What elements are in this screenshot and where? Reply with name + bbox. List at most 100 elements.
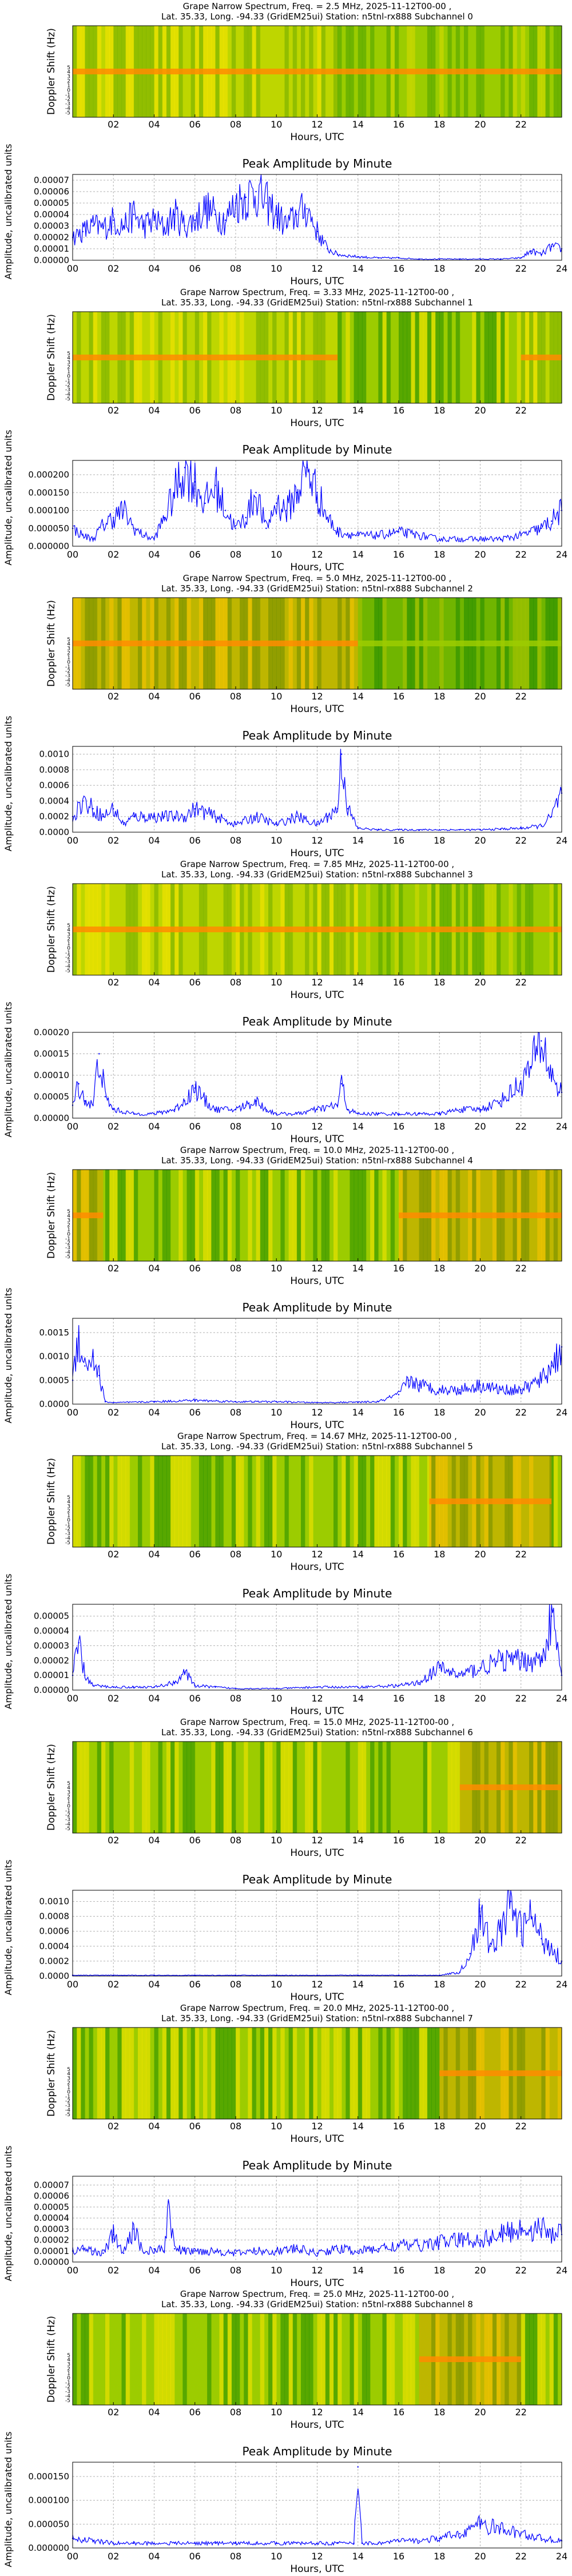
spectrogram-xtick-label: 06: [189, 2407, 201, 2418]
amplitude-data-point: [153, 1686, 155, 1688]
amplitude-xtick-label: 16: [393, 2551, 404, 2562]
amplitude-ylabel: Amplitude, uncalibrated units: [3, 2431, 14, 2567]
spectrogram-ytick-label: 4: [67, 70, 70, 75]
amplitude-data-point: [214, 484, 216, 486]
spectrogram-column: [296, 1170, 301, 1261]
amplitude-data-point: [235, 824, 237, 825]
spectrogram-xtick-label: 08: [230, 405, 241, 416]
amplitude-xtick-label: 20: [474, 2551, 486, 2562]
spectrogram-column: [455, 312, 460, 403]
spectrogram-column: [85, 2028, 90, 2119]
amplitude-data-point: [418, 1384, 420, 1386]
amplitude-xtick-label: 18: [434, 1407, 445, 1418]
amplitude-data-point: [459, 1971, 461, 1973]
amplitude-data-point: [102, 524, 104, 526]
spectrogram-ytick-label: 4: [67, 928, 70, 933]
spectrogram-xtick-label: 22: [515, 977, 527, 988]
amplitude-data-point: [285, 225, 288, 227]
spectrogram-xtick-label: 10: [271, 405, 282, 416]
spectrogram-column: [93, 2028, 98, 2119]
spectrogram-column: [215, 1742, 220, 1833]
spectrogram-column: [190, 1170, 196, 1261]
spectrogram-column: [509, 312, 514, 403]
amplitude-xtick-label: 08: [230, 1979, 241, 1990]
spectrogram-column: [321, 2028, 326, 2119]
spectrogram-title: Grape Narrow Spectrum, Freq. = 14.67 MHz…: [177, 1431, 457, 1441]
amplitude-data-point: [235, 1974, 237, 1976]
amplitude-data-point: [541, 253, 542, 256]
amplitude-data-point: [235, 2252, 237, 2254]
amplitude-title: Peak Amplitude by Minute: [243, 157, 392, 170]
doppler-trace: [399, 1213, 562, 1218]
amplitude-ytick-label: 0.00001: [34, 2246, 69, 2256]
spectrogram-ytick-label: 5: [67, 923, 70, 929]
amplitude-xtick-label: 12: [311, 2265, 323, 2276]
spectrogram-column: [276, 1456, 281, 1547]
spectrogram-column: [394, 1170, 399, 1261]
amplitude-ytick-label: 0.0006: [39, 780, 70, 790]
doppler-trace: [73, 641, 358, 646]
spectrogram-column: [325, 2028, 330, 2119]
spectrogram-ytick-label: -5: [65, 968, 70, 974]
amplitude-data-point: [316, 230, 318, 233]
spectrogram-column: [443, 312, 448, 403]
amplitude-data-point: [133, 1686, 135, 1688]
amplitude-data-point: [164, 816, 165, 817]
spectrogram-xtick-label: 06: [189, 1549, 201, 1560]
spectrogram-xtick-label: 04: [148, 2121, 160, 2132]
amplitude-ytick-label: 0.00015: [34, 1049, 69, 1059]
spectrogram-column: [553, 2313, 558, 2405]
amplitude-data-point: [357, 1686, 359, 1688]
spectrogram-column: [182, 1456, 188, 1547]
spectrogram-column: [150, 2028, 155, 2119]
spectrogram-column: [178, 1456, 183, 1547]
amplitude-data-point: [459, 538, 461, 540]
amplitude-frame: [72, 2462, 562, 2549]
spectrogram-ytick-label: -2: [65, 383, 70, 388]
amplitude-xtick-label: 12: [311, 1407, 323, 1418]
amplitude-ytick-label: 0.00007: [34, 2180, 69, 2190]
spectrogram-column: [407, 1742, 411, 1833]
spectrogram-xtick-label: 02: [108, 1549, 119, 1560]
amplitude-data-point: [133, 527, 135, 529]
spectrogram-xtick-label: 02: [108, 2407, 119, 2418]
spectrogram-column: [317, 2313, 322, 2405]
spectrogram-column: [223, 2313, 228, 2405]
spectrogram-column: [549, 1456, 554, 1547]
spectrogram-column: [353, 312, 359, 403]
amplitude-ytick-label: 0.00000: [34, 1685, 69, 1695]
spectrogram-column: [101, 1742, 106, 1833]
spectrogram-xtick-label: 14: [352, 2121, 364, 2132]
spectrogram-column: [394, 2313, 399, 2405]
spectrogram-title: Grape Narrow Spectrum, Freq. = 10.0 MHz,…: [180, 1145, 454, 1155]
spectrogram-column: [166, 2313, 171, 2405]
amplitude-xtick-label: 10: [271, 1979, 282, 1990]
spectrogram-column: [341, 2313, 346, 2405]
spectrogram-column: [370, 2313, 375, 2405]
spectrogram-title: Grape Narrow Spectrum, Freq. = 2.5 MHz, …: [183, 1, 452, 11]
spectrogram-column: [374, 2313, 379, 2405]
spectrogram-column: [244, 2028, 248, 2119]
spectrogram-xtick-label: 08: [230, 2407, 241, 2418]
amplitude-data-point: [173, 1681, 176, 1684]
spectrogram-column: [240, 1742, 244, 1833]
amplitude-data-point: [418, 829, 420, 831]
spectrogram-xtick-label: 18: [434, 119, 445, 130]
amplitude-ytick-label: 0.0004: [39, 1941, 70, 1951]
amplitude-data-point: [418, 258, 420, 260]
amplitude-series-line: [72, 749, 562, 832]
amplitude-data-point: [439, 829, 440, 831]
spectrogram-column: [423, 1456, 428, 1547]
spectrogram-column: [447, 312, 452, 403]
amplitude-data-point: [265, 1108, 267, 1111]
amplitude-data-point: [194, 481, 196, 483]
spectrogram-column: [129, 1456, 134, 1547]
amplitude-xtick-label: 14: [352, 263, 364, 274]
amplitude-data-point: [439, 1389, 440, 1391]
amplitude-data-point: [153, 1113, 155, 1115]
spectrogram-column: [435, 312, 440, 403]
spectrogram-column: [142, 1742, 146, 1833]
amplitude-xtick-label: 06: [189, 1979, 201, 1990]
spectrogram-column: [146, 2313, 150, 2405]
amplitude-data-point: [469, 1953, 471, 1955]
